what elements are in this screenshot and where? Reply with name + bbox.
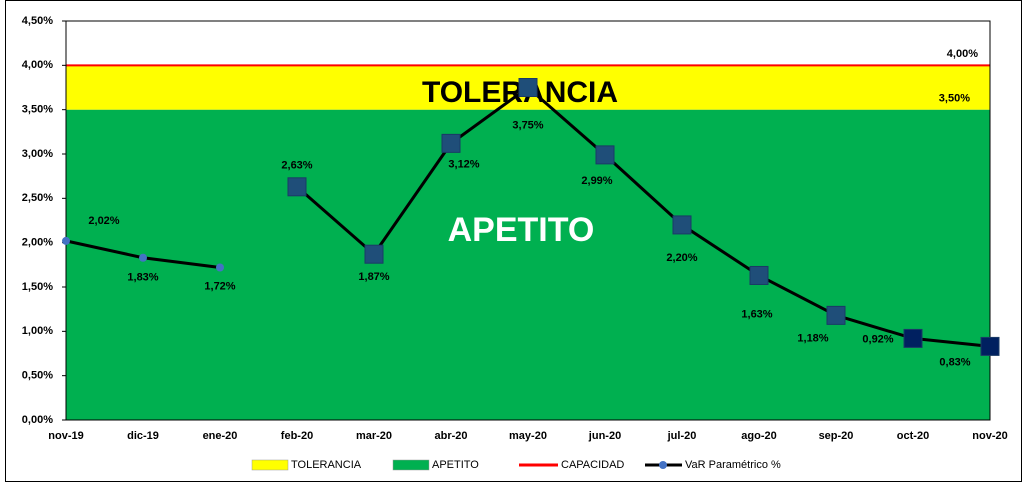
legend-swatch bbox=[659, 461, 667, 469]
plot-border bbox=[65, 20, 991, 421]
x-tick-label: ene-20 bbox=[203, 430, 238, 442]
point-marker bbox=[216, 263, 224, 272]
data-label: 1,87% bbox=[358, 271, 389, 283]
point-marker bbox=[139, 253, 147, 262]
data-label: 0,92% bbox=[862, 333, 893, 345]
y-tick-label: 4,00% bbox=[22, 59, 53, 71]
legend-label: CAPACIDAD bbox=[561, 459, 624, 471]
x-tick-label: feb-20 bbox=[281, 430, 313, 442]
x-tick-label: may-20 bbox=[509, 430, 547, 442]
x-tick-label: nov-20 bbox=[972, 430, 1007, 442]
y-tick-label: 1,50% bbox=[22, 281, 53, 293]
x-tick-label: oct-20 bbox=[897, 430, 929, 442]
point-marker bbox=[364, 244, 384, 264]
x-tick-label: mar-20 bbox=[356, 430, 392, 442]
y-tick-label: 0,00% bbox=[22, 414, 53, 426]
x-tick-label: abr-20 bbox=[434, 430, 467, 442]
apetito-band-title: APETITO bbox=[448, 211, 595, 249]
data-label: 1,83% bbox=[127, 272, 158, 284]
data-label: 1,18% bbox=[797, 332, 828, 344]
point-marker bbox=[441, 133, 461, 153]
data-label: 1,72% bbox=[204, 280, 235, 292]
y-tick-label: 0,50% bbox=[22, 370, 53, 382]
y-tick-label: 3,50% bbox=[22, 104, 53, 116]
data-label: 1,63% bbox=[741, 308, 772, 320]
point-marker bbox=[595, 145, 615, 165]
series-line bbox=[296, 85, 991, 348]
legend-label: APETITO bbox=[432, 459, 479, 471]
data-label: 3,75% bbox=[512, 119, 543, 131]
point-marker bbox=[287, 177, 307, 197]
point-marker bbox=[749, 265, 769, 285]
data-label: 2,02% bbox=[88, 215, 119, 227]
apetito-label: 3,50% bbox=[939, 93, 970, 105]
data-label: 0,83% bbox=[939, 356, 970, 368]
data-label: 2,20% bbox=[666, 252, 697, 264]
x-tick-label: dic-19 bbox=[127, 430, 159, 442]
x-tick-label: nov-19 bbox=[48, 430, 83, 442]
point-marker bbox=[62, 236, 70, 245]
point-marker bbox=[672, 215, 692, 235]
y-tick-label: 2,00% bbox=[22, 237, 53, 249]
x-tick-label: jun-20 bbox=[588, 430, 621, 442]
legend-label: TOLERANCIA bbox=[291, 459, 362, 471]
legend-label: VaR Paramétrico % bbox=[685, 459, 781, 471]
legend-swatch bbox=[251, 459, 289, 471]
legend-swatch bbox=[392, 459, 430, 471]
y-tick-label: 1,00% bbox=[22, 325, 53, 337]
point-marker bbox=[518, 78, 538, 97]
data-label: 2,63% bbox=[281, 160, 312, 172]
x-tick-label: sep-20 bbox=[819, 430, 854, 442]
data-label: 2,99% bbox=[581, 175, 612, 187]
x-tick-label: jul-20 bbox=[667, 430, 697, 442]
y-tick-label: 3,00% bbox=[22, 148, 53, 160]
capacidad-label: 4,00% bbox=[947, 48, 978, 60]
y-tick-label: 4,50% bbox=[22, 15, 53, 27]
point-marker bbox=[826, 305, 846, 325]
point-marker bbox=[903, 328, 923, 348]
data-label: 3,12% bbox=[448, 158, 479, 170]
y-tick-label: 2,50% bbox=[22, 192, 53, 204]
point-marker bbox=[980, 336, 1000, 356]
x-tick-label: ago-20 bbox=[741, 430, 776, 442]
